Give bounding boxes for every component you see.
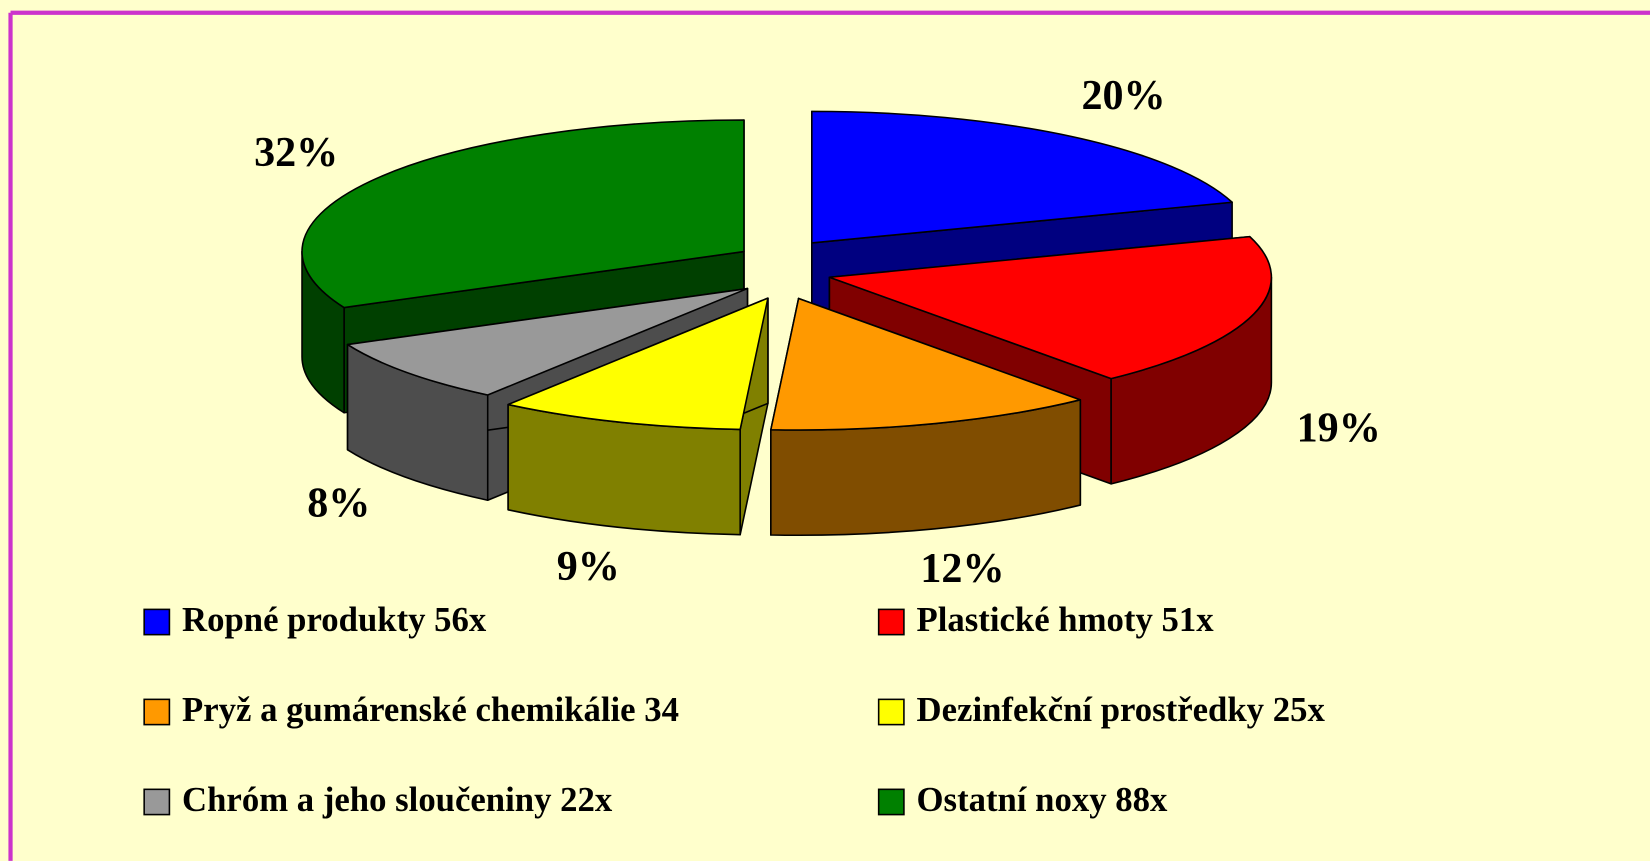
data-label: 32% [254,129,338,176]
data-label: 9% [557,543,620,590]
legend-label: Dezinfekční prostředky 25x [917,690,1326,729]
legend-swatch [143,788,171,816]
slice [828,235,1273,380]
legend-swatch [143,608,171,636]
data-label: 19% [1297,405,1381,452]
slice [507,297,769,431]
legend-swatch [877,608,905,636]
data-label: 12% [920,545,1004,592]
legend-swatch [877,698,905,726]
legend-label: Ropné produkty 56x [182,600,487,639]
legend-swatch [143,698,171,726]
legend-swatch [877,788,905,816]
legend-label: Plastické hmoty 51x [917,600,1215,639]
slice [770,297,1082,431]
slice [301,119,745,309]
data-label: 8% [307,480,370,527]
legend-label: Pryž a gumárenské chemikálie 34 [182,690,679,729]
slice [811,110,1233,244]
slice [346,287,749,396]
data-label: 20% [1081,72,1165,119]
legend-label: Ostatní noxy 88x [917,780,1168,819]
legend-label: Chróm a jeho sloučeniny 22x [182,780,613,819]
